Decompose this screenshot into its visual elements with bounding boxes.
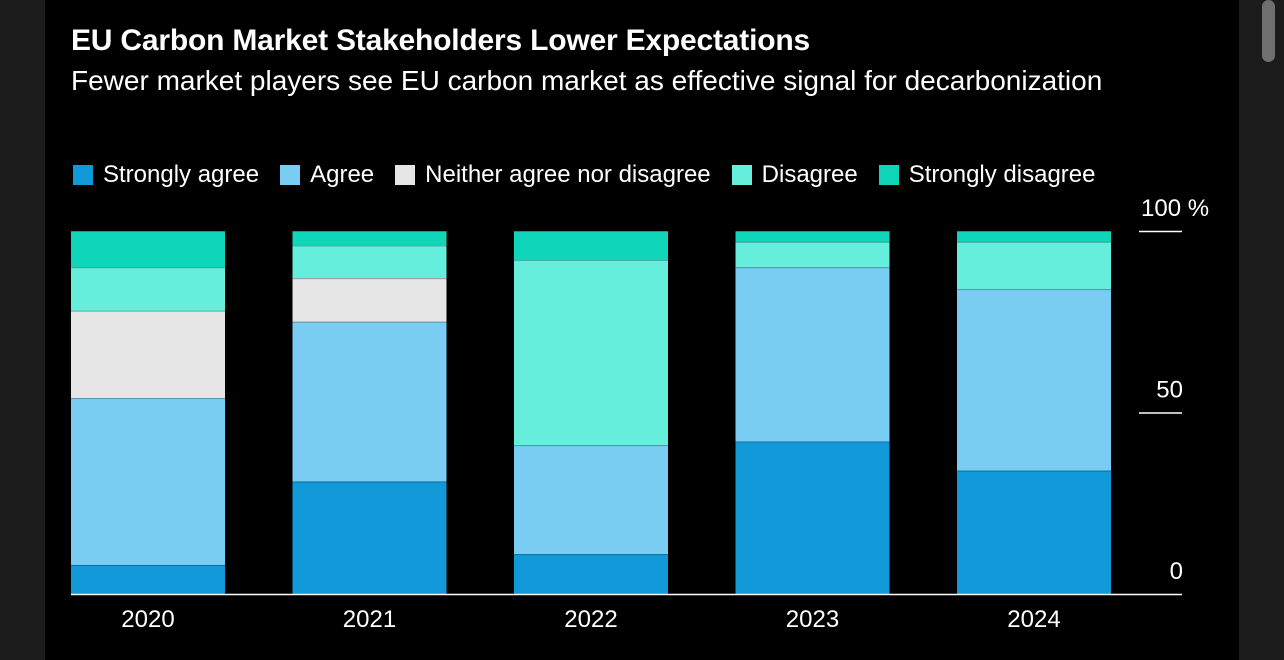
- bar-segment: [71, 310, 225, 398]
- bar-segment: [71, 397, 225, 565]
- bar-segment: [71, 267, 225, 311]
- chart-title: EU Carbon Market Stakeholders Lower Expe…: [71, 24, 810, 57]
- legend-swatch: [73, 165, 93, 185]
- bar-segment: [292, 321, 447, 482]
- legend-swatch: [395, 165, 416, 185]
- bar-segment: [735, 241, 890, 268]
- bar-segment: [514, 231, 668, 261]
- legend-swatch: [731, 165, 752, 185]
- legend-label: Disagree: [761, 161, 858, 188]
- bar-segment: [71, 231, 225, 268]
- legend-swatch: [280, 165, 301, 185]
- chart-legend: Strongly agree Agree Neither agree nor dis…: [73, 159, 1116, 191]
- legend-swatch: [878, 165, 899, 185]
- x-tick-label: 2022: [564, 606, 617, 633]
- bar-segment: [957, 289, 1111, 471]
- bar-segment: [957, 231, 1111, 242]
- scrollbar-track[interactable]: [1255, 0, 1284, 660]
- bar-segment: [71, 564, 225, 594]
- bar-segment: [292, 245, 447, 279]
- chart-subtitle: Fewer market players see EU carbon marke…: [71, 65, 1103, 96]
- x-tick-label: 2020: [121, 606, 174, 633]
- x-tick-label: 2023: [786, 606, 839, 633]
- bar-segment: [292, 481, 447, 594]
- legend-item: Disagree: [731, 159, 858, 191]
- legend-item: Strongly disagree: [878, 159, 1096, 191]
- y-tick-label: 0: [1170, 558, 1183, 585]
- bar-segment: [735, 267, 890, 442]
- legend-label: Neither agree nor disagree: [425, 161, 711, 188]
- bar-segment: [735, 231, 890, 242]
- legend-item: Neither agree nor disagree: [395, 159, 711, 191]
- legend-label: Strongly disagree: [908, 161, 1096, 188]
- legend-label: Agree: [310, 161, 375, 188]
- bar-segment: [292, 231, 447, 246]
- x-tick-label: 2024: [1007, 606, 1060, 633]
- scrollbar-thumb[interactable]: [1262, 0, 1275, 62]
- y-tick-label: 50: [1156, 377, 1183, 404]
- x-tick-label: 2021: [343, 606, 396, 633]
- y-tick-label: 100 %: [1141, 195, 1209, 222]
- bar-segment: [735, 441, 890, 594]
- legend-item: Strongly agree: [73, 159, 259, 191]
- bar-segment: [957, 470, 1111, 594]
- bar-segment: [292, 278, 447, 322]
- legend-item: Agree: [280, 159, 374, 191]
- bar-segment: [514, 554, 668, 594]
- bar-segment: [514, 445, 668, 555]
- legend-label: Strongly agree: [103, 161, 260, 188]
- bar-segment: [957, 241, 1111, 290]
- bar-segment: [514, 260, 668, 446]
